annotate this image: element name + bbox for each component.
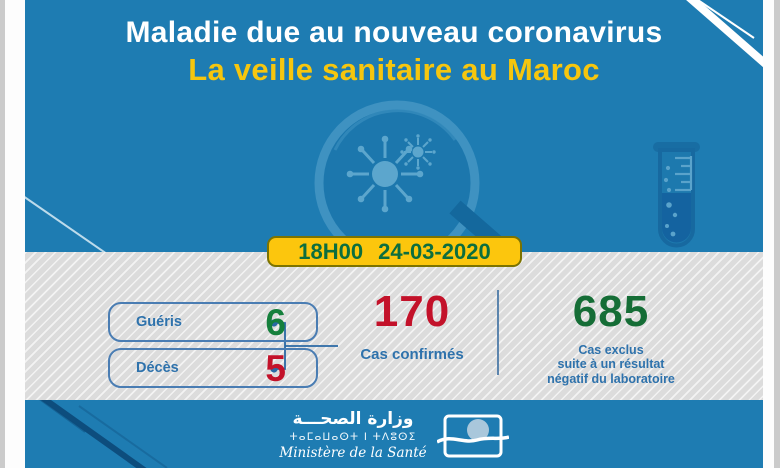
vertical-divider — [497, 290, 499, 375]
excluded-cases-value: 685 — [572, 287, 650, 336]
bracket-connector-icon — [270, 319, 338, 373]
datetime-badge: 18H00 24-03-2020 — [267, 236, 522, 267]
ministry-logo-group: وزارة الصحـــة ⵜⴰⵎⴰⵡⴰⵙⵜ ⵏ ⵜⴷⵓⵙⵉ Ministèr… — [25, 400, 763, 468]
confirmed-cases-label: Cas confirmés — [360, 346, 464, 363]
diagonal-line-icon — [25, 196, 106, 252]
header-title-line2: La veille sanitaire au Maroc — [188, 52, 600, 87]
magnifier-icon — [314, 100, 520, 252]
ministry-logo-icon — [436, 414, 509, 458]
header: Maladie due au nouveau coronavirus La ve… — [25, 0, 763, 252]
excluded-label-line1: Cas exclus — [578, 343, 644, 357]
deceased-stat-box: Décès 5 — [108, 348, 318, 388]
right-edge-strip — [774, 0, 780, 468]
test-tube-icon — [653, 142, 700, 248]
confirmed-cases-value: 170 — [373, 287, 451, 336]
ministry-name-block: وزارة الصحـــة ⵜⴰⵎⴰⵡⴰⵙⵜ ⵏ ⵜⴷⵓⵙⵉ Ministèr… — [279, 409, 427, 461]
slide: Maladie due au nouveau coronavirus La ve… — [25, 0, 763, 468]
corner-diagonal-lines-icon — [686, 0, 763, 68]
ministry-name-tifinagh: ⵜⴰⵎⴰⵡⴰⵙⵜ ⵏ ⵜⴷⵓⵙⵉ — [289, 430, 417, 443]
recovered-stat-box: Guéris 6 — [108, 302, 318, 342]
left-edge-strip — [0, 0, 5, 468]
ministry-name-french: Ministère de la Santé — [279, 444, 427, 461]
recovered-value: 6 — [265, 301, 286, 343]
statistics-band: 18H00 24-03-2020 Guéris 6 Décès 5 170 Ca… — [25, 236, 763, 400]
virus-icon-small — [400, 134, 436, 170]
virus-icon — [346, 135, 424, 213]
ministry-name-arabic: وزارة الصحـــة — [292, 409, 414, 430]
confirmed-cases-stat: 170 Cas confirmés — [327, 287, 497, 364]
deceased-label: Décès — [136, 360, 179, 376]
badge-time: 18H00 — [298, 238, 364, 264]
excluded-cases-label: Cas exclus suite à un résultat négatif d… — [525, 343, 697, 386]
excluded-label-line3: négatif du laboratoire — [547, 371, 675, 386]
badge-date: 24-03-2020 — [378, 238, 491, 264]
excluded-label-line2: suite à un résultat — [557, 357, 665, 372]
deceased-value: 5 — [265, 347, 286, 389]
excluded-cases-stat: 685 Cas exclus suite à un résultat négat… — [525, 290, 697, 386]
footer: وزارة الصحـــة ⵜⴰⵎⴰⵡⴰⵙⵜ ⵏ ⵜⴷⵓⵙⵉ Ministèr… — [25, 400, 763, 468]
recovered-label: Guéris — [136, 314, 182, 330]
header-title-line1: Maladie due au nouveau coronavirus — [125, 16, 663, 49]
footer-diagonal-lines-icon — [39, 400, 168, 468]
